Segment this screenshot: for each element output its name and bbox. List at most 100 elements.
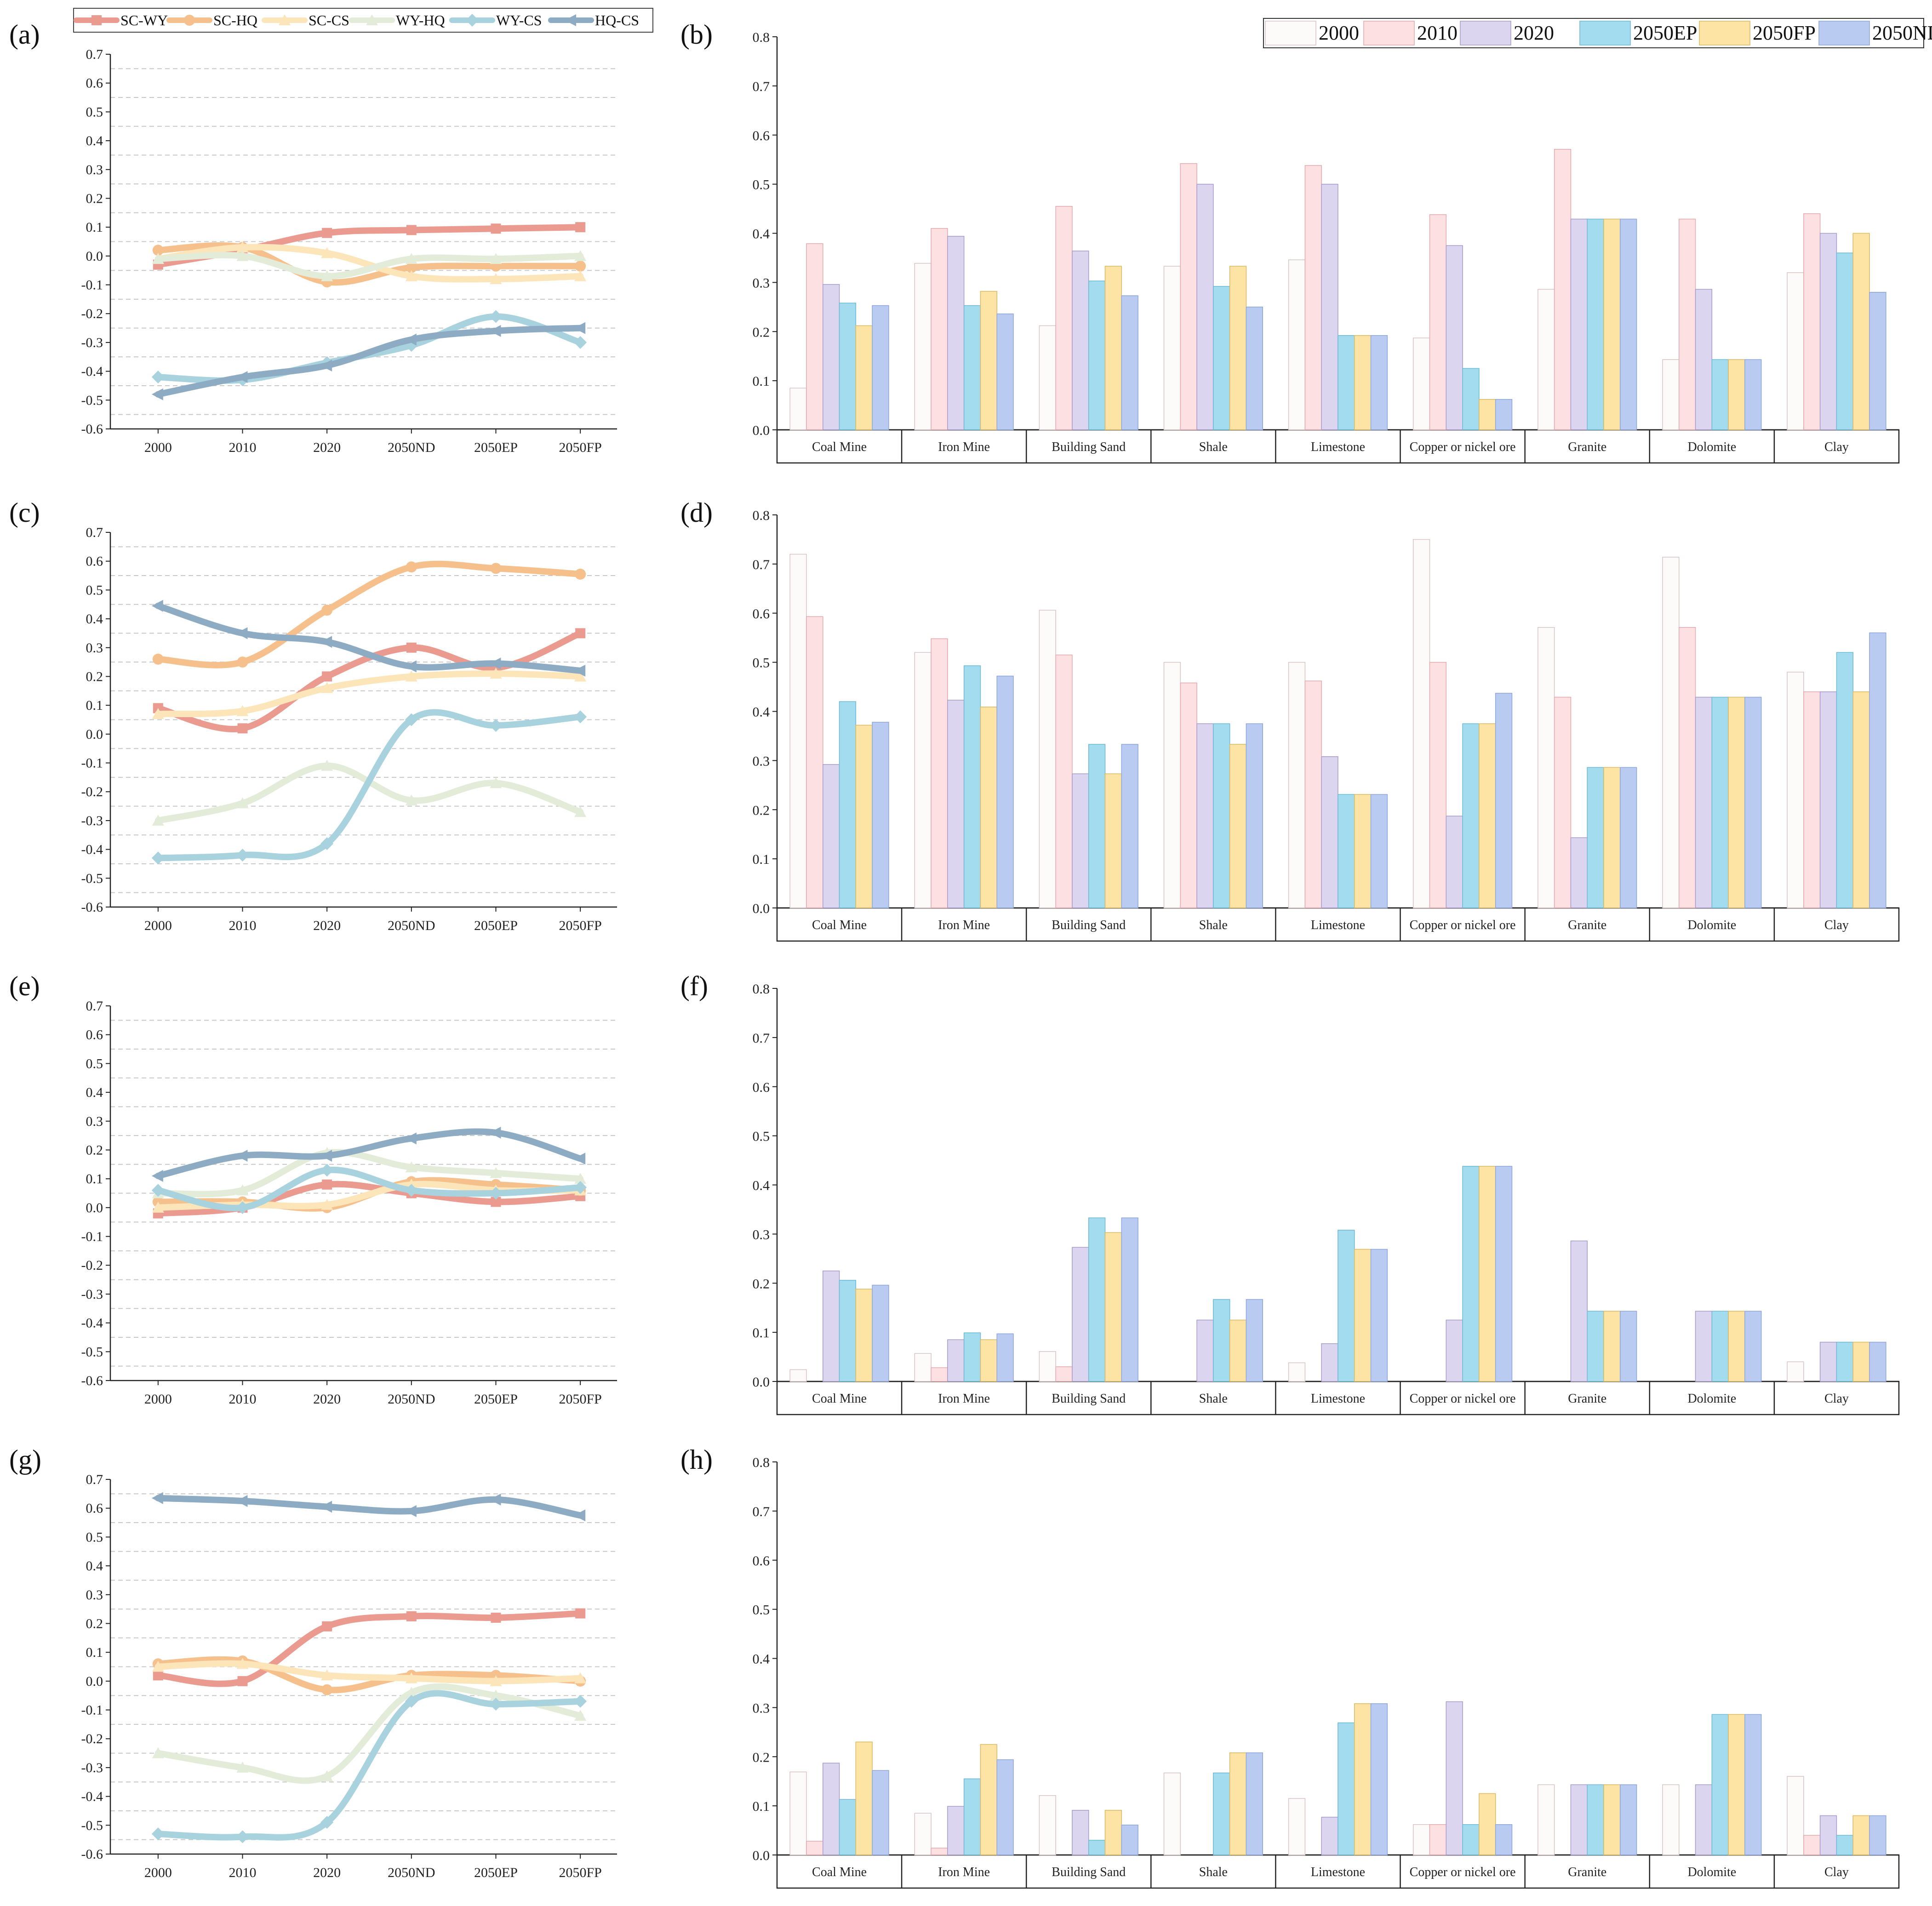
bar-2000 [1039, 325, 1056, 430]
series-2050fp [855, 691, 1870, 908]
bar-2050fp [1852, 691, 1870, 908]
data-point-wy-cs [405, 713, 418, 726]
data-point-sc-hq [575, 568, 586, 580]
bar-2050fp [1603, 1311, 1621, 1382]
bar-2050fp [980, 1744, 997, 1855]
bar-2000 [1288, 1798, 1306, 1855]
bar-2020 [1819, 1341, 1837, 1382]
bar-2010 [931, 1848, 948, 1855]
bar-2050nd [1370, 335, 1388, 430]
gridlines [110, 1493, 617, 1840]
y-tick-label: 0.1 [86, 698, 103, 713]
bar-2050fp [1728, 696, 1745, 908]
legend-item-2000: 2000 [1265, 21, 1359, 46]
y-tick-label: 0.7 [753, 1031, 770, 1046]
bar-2020 [947, 236, 965, 430]
bar-2050ep [963, 665, 981, 908]
bar-2020 [1695, 1784, 1713, 1855]
bar-2050ep [1213, 286, 1230, 430]
x-tick-label: 2050FP [559, 1865, 601, 1880]
legend-item-2050fp: 2050FP [1699, 21, 1816, 46]
y-tick-label: 0.7 [753, 1504, 770, 1519]
legend-item-sc-wy: SC-WY [74, 12, 168, 29]
data-point-hq-cs [320, 1150, 332, 1162]
series-hq-cs [151, 1492, 586, 1522]
bar-2050ep [963, 1778, 981, 1855]
data-point-hq-cs [405, 660, 417, 673]
series-2050nd [872, 1166, 1886, 1382]
series-2050nd [872, 1703, 1886, 1855]
x-tick-label: 2050FP [559, 440, 601, 455]
y-tick-label: 0.3 [86, 1587, 103, 1603]
series-sc-wy [153, 1608, 586, 1687]
bar-2010 [1803, 213, 1821, 430]
legend-swatch [1818, 21, 1870, 46]
series-line-hq-cs [154, 1495, 584, 1519]
data-point-wy-cs [574, 1181, 587, 1194]
line-chart-a: (a) 0.7 0.6 0.5 0.4 0.3 0.2 0.1 0.0 -0.1 -0.2 -0.3 -… [9, 19, 617, 455]
bar-2050ep [839, 302, 857, 430]
data-point-sc-cs [405, 1672, 417, 1683]
data-point-wy-hq [236, 250, 249, 261]
bar-2000 [1413, 337, 1430, 430]
bar-2050fp [1354, 1249, 1372, 1382]
bar-2050nd [1620, 1311, 1637, 1382]
bar-2050nd [996, 1759, 1014, 1855]
bar-2050nd [1121, 295, 1138, 430]
data-point-sc-cs [490, 1675, 502, 1686]
bar-2020 [1570, 837, 1588, 908]
bar-2020 [1072, 1247, 1089, 1382]
y-tick-label: -0.5 [81, 1344, 103, 1359]
data-point-wy-hq [405, 253, 417, 264]
category-label: Iron Mine [938, 1865, 990, 1879]
bar-2020 [823, 1763, 840, 1855]
legend-swatch-marker [366, 14, 378, 25]
legend-item-sc-hq: SC-HQ [166, 12, 257, 29]
panel-label: (g) [9, 1444, 41, 1475]
data-point-sc-hq [237, 656, 248, 668]
data-point-hq-cs [151, 1170, 163, 1182]
category-label: Building Sand [1052, 1392, 1126, 1406]
bar-2050nd [1121, 744, 1138, 908]
bar-2050ep [1587, 218, 1604, 430]
y-tick-label: 0.4 [753, 227, 770, 242]
data-point-wy-cs [489, 719, 503, 732]
data-point-wy-hq [574, 1173, 587, 1184]
bar-2050nd [1869, 632, 1886, 908]
bar-2050fp [1728, 1714, 1745, 1855]
category-label: Granite [1568, 918, 1606, 932]
series-sc-cs [152, 1658, 587, 1686]
category-label: Coal Mine [812, 1865, 867, 1879]
data-point-sc-hq [406, 561, 417, 573]
y-tick-label: 0.0 [753, 423, 770, 438]
data-point-wy-cs [320, 1164, 334, 1177]
y-tick-label: -0.3 [81, 813, 103, 828]
data-point-sc-cs [152, 1201, 164, 1213]
bar-2050nd [872, 1284, 889, 1382]
y-tick-label: 0.1 [753, 1325, 770, 1341]
x-tick-label: 2050ND [388, 918, 435, 933]
data-point-sc-hq [321, 1684, 333, 1695]
bar-2020 [1695, 1311, 1713, 1382]
data-point-wy-cs [405, 1184, 418, 1197]
data-point-wy-hq [236, 797, 249, 809]
data-point-sc-wy [237, 723, 248, 734]
bar-2050ep [1711, 1714, 1729, 1855]
y-tick-label: 0.7 [86, 1472, 103, 1487]
y-tick-label: 0.4 [86, 1558, 103, 1574]
bar-2000 [1413, 1824, 1430, 1855]
bar-2020 [1321, 183, 1338, 430]
category-label: Coal Mine [812, 918, 867, 932]
x-tick-label: 2010 [229, 1392, 257, 1407]
data-point-wy-cs [489, 1698, 503, 1711]
bar-2000 [1538, 1784, 1555, 1855]
y-tick-label: -0.2 [81, 306, 103, 321]
bar-2000 [1538, 289, 1555, 430]
series-2020 [823, 183, 1837, 430]
bar-chart-d: (d) 0.0 0.1 0.2 0.3 0.4 0.5 0.6 0.7 0.8 Coal Mine I… [680, 497, 1900, 942]
bar-2010 [1429, 214, 1447, 430]
bar-2050nd [1246, 307, 1263, 430]
data-point-wy-hq [152, 1747, 164, 1758]
legend-label: SC-HQ [213, 12, 257, 29]
category-label: Copper or nickel ore [1410, 918, 1516, 932]
